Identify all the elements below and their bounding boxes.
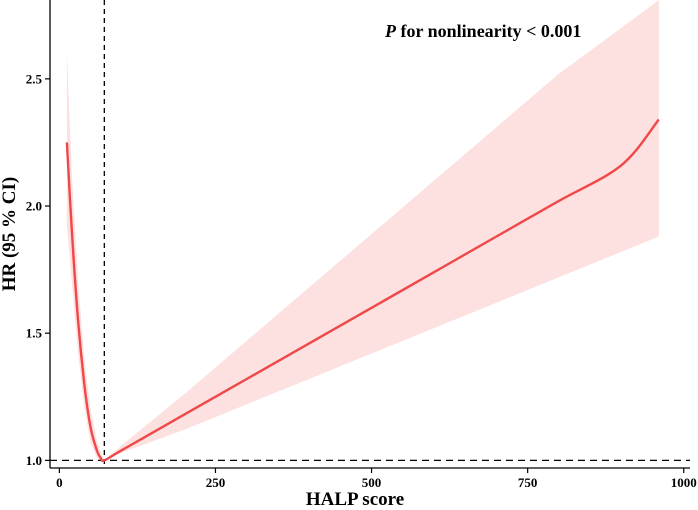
x-tick-label: 250 (206, 475, 226, 490)
annotation-text: for nonlinearity < 0.001 (396, 21, 581, 41)
axes-layer (45, 0, 690, 473)
y-tick-label: 2.0 (26, 199, 42, 214)
hazard-ratio-line-layer (65, 118, 660, 462)
x-tick-label: 0 (56, 475, 63, 490)
x-axis-title: HALP score (306, 489, 404, 510)
x-tick-label: 1000 (671, 475, 697, 490)
nonlinearity-annotation: P for nonlinearity < 0.001 (384, 21, 581, 41)
y-tick-label: 1.0 (26, 453, 42, 468)
confidence-band-layer (66, 0, 659, 462)
y-axis-title: HR (95 % CI) (0, 177, 20, 292)
confidence-band (66, 0, 659, 462)
y-tick-label: 2.5 (26, 71, 43, 86)
p-symbol: P (384, 21, 397, 41)
y-tick-label: 1.5 (26, 326, 43, 341)
reference-lines-layer (50, 0, 690, 466)
x-tick-label: 750 (518, 475, 538, 490)
hazard-ratio-line (65, 118, 660, 462)
x-tick-label: 500 (362, 475, 382, 490)
text-layer: 0 250 500 750 1000 1.0 1.5 2.0 2.5 HALP score HR (… (0, 21, 697, 510)
